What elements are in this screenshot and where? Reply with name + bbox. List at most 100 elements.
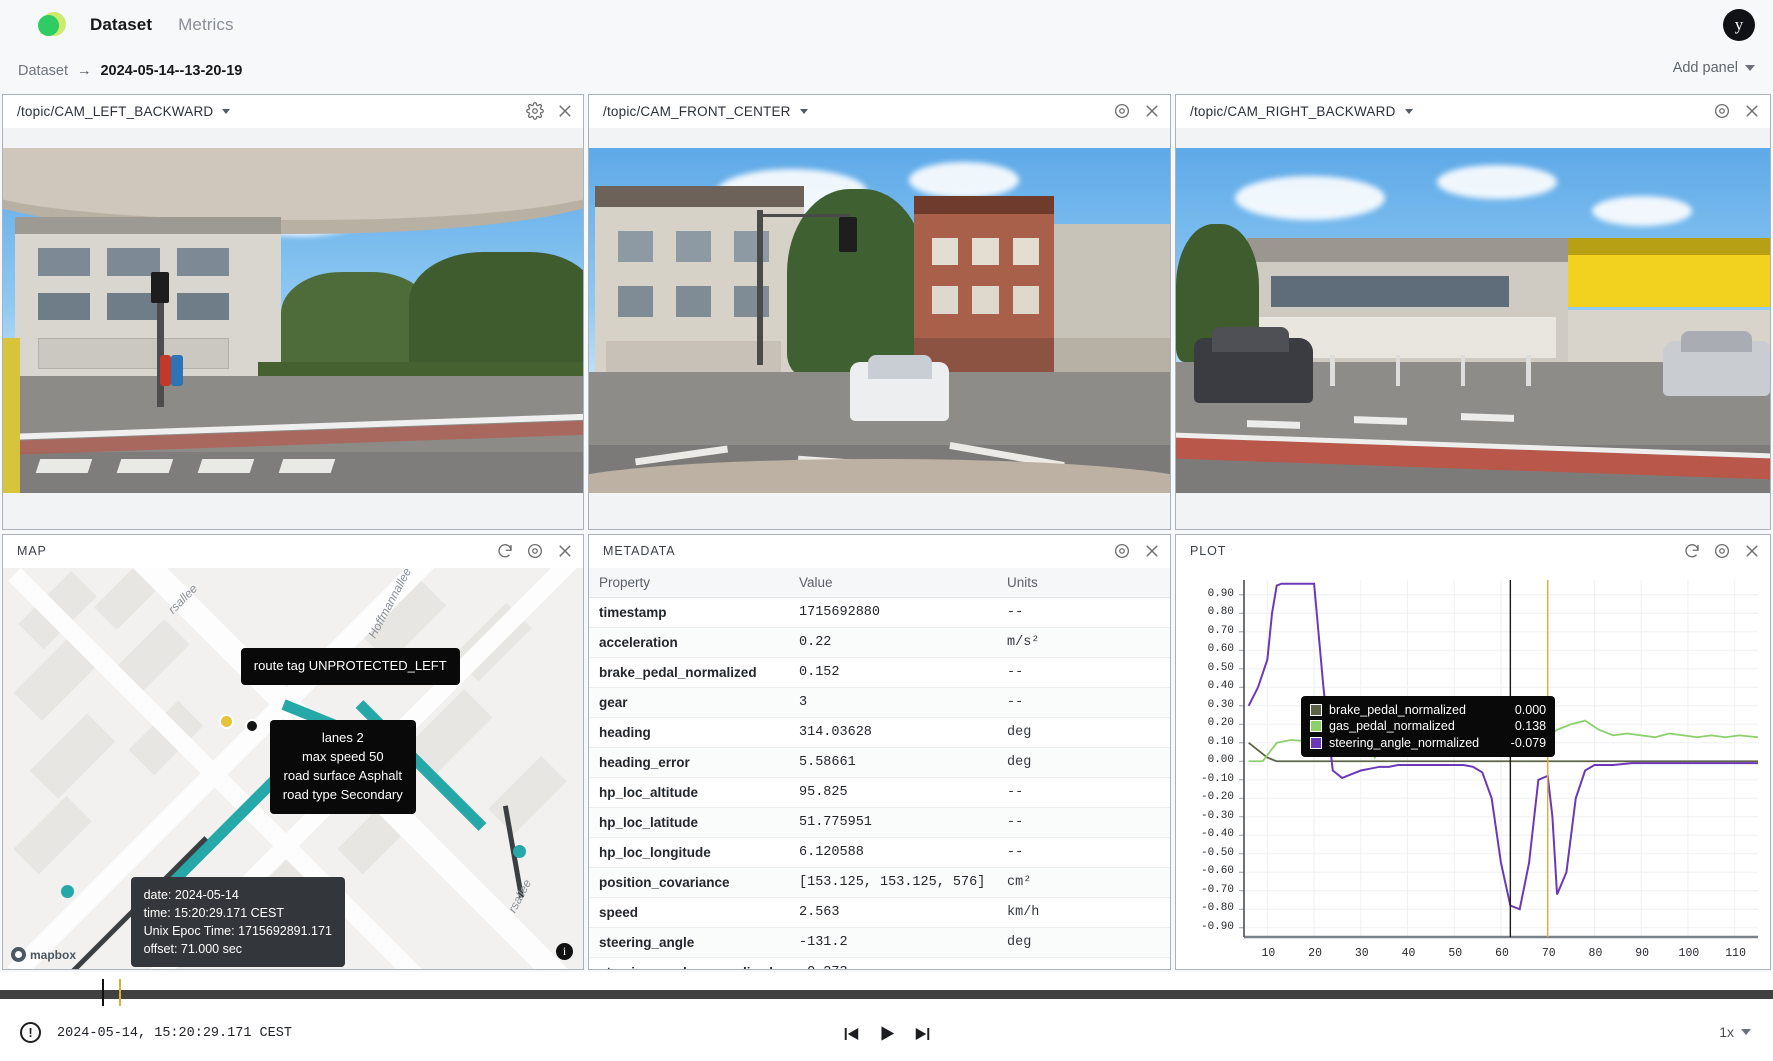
map-route-tag-tooltip: route tag UNPROTECTED_LEFT <box>240 648 460 686</box>
cell-units: -- <box>997 957 1170 969</box>
chevron-down-icon[interactable] <box>1404 108 1413 114</box>
camera-view-front-center <box>589 128 1170 529</box>
transport-controls <box>842 1024 931 1043</box>
skip-forward-icon[interactable] <box>913 1025 931 1043</box>
refresh-icon[interactable] <box>496 542 514 560</box>
chevron-down-icon[interactable] <box>799 108 808 114</box>
plot-series-steering_angle_normalized <box>1247 582 1758 911</box>
x-axis-tick: 90 <box>1635 947 1650 960</box>
camera-image <box>1176 148 1770 493</box>
cell-units: km/h <box>997 897 1170 928</box>
cell-value: 0.152 <box>789 657 997 688</box>
mapbox-attribution[interactable]: mapbox <box>11 947 76 962</box>
cell-units: -- <box>997 597 1170 628</box>
avatar[interactable]: y <box>1723 9 1755 41</box>
cell-units: -- <box>997 837 1170 868</box>
y-axis-tick: 0.30 <box>1207 698 1234 711</box>
close-icon[interactable] <box>1143 102 1161 120</box>
x-axis-tick: 100 <box>1678 947 1700 960</box>
close-icon[interactable] <box>1743 542 1761 560</box>
breadcrumb-root[interactable]: Dataset <box>18 63 68 79</box>
plot-svg <box>1239 580 1759 939</box>
panel-title-map: MAP <box>17 544 47 558</box>
cell-value: 6.120588 <box>789 837 997 868</box>
table-row: timestamp 1715692880 -- <box>589 597 1170 628</box>
y-axis-tick: -0.10 <box>1200 772 1234 785</box>
panel-header: /topic/CAM_FRONT_CENTER <box>589 95 1170 128</box>
table-row: hp_loc_longitude 6.120588 -- <box>589 837 1170 868</box>
footer-bar: ! 2024-05-14, 15:20:29.171 CEST 1x <box>0 1006 1773 1061</box>
x-axis-tick: 40 <box>1401 947 1416 960</box>
legend-swatch-icon <box>1310 736 1322 749</box>
gear-icon[interactable] <box>526 102 544 120</box>
map-segment-tooltip: lanes 2 max speed 50 road surface Asphal… <box>269 720 416 814</box>
y-axis-tick: -0.80 <box>1200 902 1234 915</box>
map-time-tooltip: date: 2024-05-14 time: 15:20:29.171 CEST… <box>130 876 345 968</box>
metadata-table-body: timestamp 1715692880 -- acceleration 0.22 m/s… <box>589 597 1170 969</box>
y-axis-tick: -0.40 <box>1200 828 1234 841</box>
plot-tooltip-series-name: steering_angle_normalized <box>1329 735 1480 750</box>
y-axis-tick: -0.90 <box>1200 920 1234 933</box>
metadata-table-container[interactable]: Property Value Units timestamp 1715692880… <box>589 568 1170 969</box>
timeline-track[interactable] <box>0 990 1773 999</box>
panel-title-cam-right[interactable]: /topic/CAM_RIGHT_BACKWARD <box>1190 103 1396 119</box>
nav-tab-dataset[interactable]: Dataset <box>90 15 153 34</box>
refresh-icon[interactable] <box>1683 542 1701 560</box>
timeline-playhead[interactable] <box>102 979 104 1011</box>
cell-property: hp_loc_longitude <box>589 837 789 868</box>
close-icon[interactable] <box>1143 542 1161 560</box>
map-canvas[interactable]: rsallee Hoffmannallee rsallee route tag … <box>3 568 583 969</box>
cell-units: deg <box>997 747 1170 778</box>
timeline-marker[interactable] <box>119 979 121 1011</box>
warning-icon[interactable]: ! <box>20 1022 41 1043</box>
panel-title-cam-left[interactable]: /topic/CAM_LEFT_BACKWARD <box>17 103 214 119</box>
cell-value: 5.58661 <box>789 747 997 778</box>
timeline[interactable] <box>0 972 1773 1011</box>
y-axis-tick: -0.20 <box>1200 791 1234 804</box>
gear-icon[interactable] <box>526 542 544 560</box>
mapbox-logo-icon <box>11 947 26 962</box>
camera-view-left-backward <box>3 128 583 529</box>
panel-header: /topic/CAM_LEFT_BACKWARD <box>3 95 583 128</box>
table-header-row: Property Value Units <box>589 568 1170 598</box>
panel-title-cam-front[interactable]: /topic/CAM_FRONT_CENTER <box>603 103 791 119</box>
tooltip-line: date: 2024-05-14 <box>143 887 239 902</box>
map-info-icon[interactable]: i <box>556 943 573 960</box>
table-row: brake_pedal_normalized 0.152 -- <box>589 657 1170 688</box>
cell-value: 3 <box>789 687 997 718</box>
panel-metadata: METADATA Property Value Units timestamp 1… <box>588 534 1171 970</box>
plot-canvas[interactable]: 0.90 0.80 0.70 0.60 0.50 0.40 0.30 0.20 0.10 0.00… <box>1176 568 1770 969</box>
gear-icon[interactable] <box>1113 542 1131 560</box>
plot-tooltip-row: steering_angle_normalized -0.079 <box>1310 735 1546 751</box>
x-axis-tick: 10 <box>1261 947 1276 960</box>
plot-tooltip-series-value: -0.079 <box>1510 735 1547 750</box>
playback-speed-selector[interactable]: 1x <box>1719 1024 1751 1040</box>
panel-header: /topic/CAM_RIGHT_BACKWARD <box>1176 95 1770 128</box>
top-navigation-bar: Dataset Metrics y <box>0 0 1773 50</box>
gear-icon[interactable] <box>1113 102 1131 120</box>
chevron-down-icon[interactable] <box>222 108 231 114</box>
panel-header: MAP <box>3 535 583 568</box>
panel-grid: /topic/CAM_LEFT_BACKWARD <box>0 92 1773 972</box>
camera-view-right-backward <box>1176 128 1770 529</box>
y-axis-tick: -0.50 <box>1200 846 1234 859</box>
close-icon[interactable] <box>556 542 574 560</box>
table-row: heading 314.03628 deg <box>589 717 1170 748</box>
cell-units: m/s² <box>997 627 1170 658</box>
add-panel-button[interactable]: Add panel <box>1673 60 1755 76</box>
cell-value: 314.03628 <box>789 717 997 748</box>
y-axis-tick: 0.40 <box>1207 680 1234 693</box>
cell-property: hp_loc_altitude <box>589 777 789 808</box>
close-icon[interactable] <box>556 102 574 120</box>
gear-icon[interactable] <box>1713 542 1731 560</box>
breadcrumb: Dataset → 2024-05-14--13-20-19 Add panel <box>0 50 1773 92</box>
close-icon[interactable] <box>1743 102 1761 120</box>
gear-icon[interactable] <box>1713 102 1731 120</box>
skip-back-icon[interactable] <box>842 1025 860 1043</box>
cell-value: -0.273 <box>789 957 997 969</box>
x-axis-tick: 60 <box>1495 947 1509 960</box>
nav-tab-metrics[interactable]: Metrics <box>178 15 234 34</box>
x-axis-tick: 30 <box>1354 947 1369 960</box>
tooltip-line: max speed 50 <box>301 749 384 765</box>
play-icon[interactable] <box>877 1024 896 1043</box>
